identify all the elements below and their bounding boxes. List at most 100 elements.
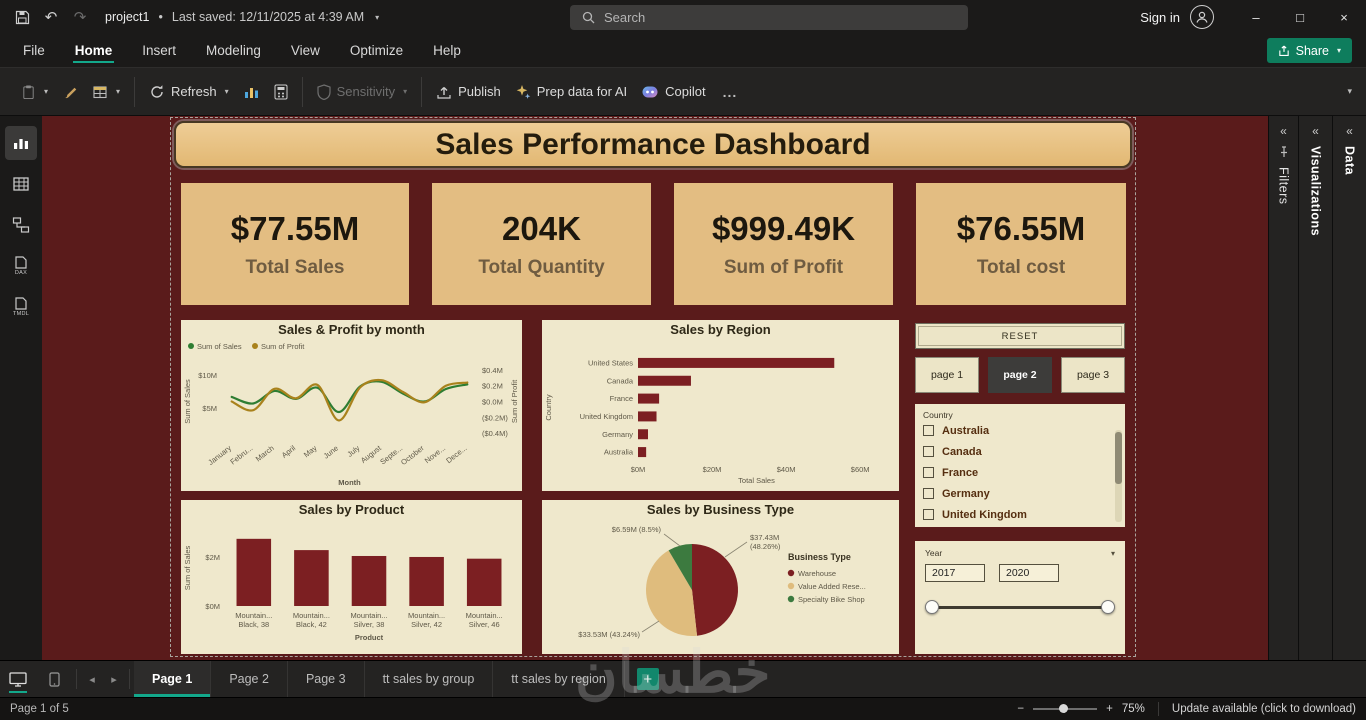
account-avatar-icon[interactable]	[1190, 5, 1214, 29]
new-visual-button[interactable]	[236, 78, 267, 106]
checkbox-icon[interactable]	[923, 509, 934, 520]
filters-panel-title[interactable]: Filters	[1276, 167, 1291, 205]
page-2-button[interactable]: page 2	[988, 357, 1052, 393]
ribbon-collapse-chevron-icon[interactable]: ▾	[1347, 86, 1352, 96]
year-slicer[interactable]: Year ▾ 2017 2020	[915, 541, 1125, 654]
sales-by-product-bar-chart[interactable]: Sales by Product Mountain... Black, 38 Moun…	[181, 500, 522, 654]
country-option-france[interactable]: France	[923, 462, 1117, 483]
project-name[interactable]: project1	[105, 10, 150, 24]
checkbox-icon[interactable]	[923, 488, 934, 499]
country-option-germany[interactable]: Germany	[923, 483, 1117, 504]
year-from-input[interactable]: 2017	[925, 564, 985, 582]
pin-icon[interactable]	[1279, 146, 1289, 158]
reset-button[interactable]: RESET	[915, 323, 1125, 349]
maximize-button[interactable]: □	[1296, 9, 1304, 25]
zoom-out-button[interactable]: −	[1017, 703, 1025, 715]
slider-track[interactable]	[927, 606, 1113, 609]
format-painter-button[interactable]	[55, 78, 85, 106]
country-option-canada[interactable]: Canada	[923, 441, 1117, 462]
tmdl-view-button[interactable]: TMDL	[5, 290, 37, 324]
year-to-input[interactable]: 2020	[999, 564, 1059, 582]
zoom-in-button[interactable]: +	[1106, 703, 1113, 715]
report-canvas[interactable]: Sales Performance Dashboard $77.55M Tota…	[42, 116, 1268, 660]
copilot-button[interactable]: Copilot	[634, 78, 712, 106]
checkbox-icon[interactable]	[923, 467, 934, 478]
model-view-button[interactable]	[5, 208, 37, 242]
country-scrollbar-thumb[interactable]	[1115, 432, 1122, 484]
dashboard-title-visual[interactable]: Sales Performance Dashboard	[174, 121, 1132, 168]
kpi-card-total-sales[interactable]: $77.55M Total Sales	[181, 183, 409, 305]
paste-button[interactable]: ▾	[14, 78, 55, 106]
menu-file[interactable]: File	[23, 43, 45, 58]
visualizations-panel-collapsed[interactable]: « Visualizations	[1298, 116, 1332, 660]
filters-panel-collapsed[interactable]: « Filters	[1268, 116, 1298, 660]
new-page-button[interactable]: +	[636, 668, 659, 690]
svg-text:April: April	[280, 443, 298, 460]
data-panel-title[interactable]: Data	[1342, 146, 1357, 176]
checkbox-icon[interactable]	[923, 446, 934, 457]
checkbox-icon[interactable]	[923, 425, 934, 436]
undo-icon[interactable]: ↶	[44, 9, 58, 26]
menu-view[interactable]: View	[290, 43, 320, 58]
close-button[interactable]: ×	[1340, 9, 1348, 25]
country-option-united-kingdom[interactable]: United Kingdom	[923, 504, 1117, 525]
country-scrollbar[interactable]	[1115, 430, 1122, 522]
zoom-percentage[interactable]: 75%	[1121, 703, 1145, 715]
slider-handle-left[interactable]	[925, 600, 939, 614]
menu-help[interactable]: Help	[433, 43, 461, 58]
menu-home[interactable]: Home	[60, 34, 128, 67]
expand-filters-icon[interactable]: «	[1280, 124, 1287, 138]
page-1-button[interactable]: page 1	[915, 357, 979, 393]
get-data-button[interactable]: ▾	[85, 78, 127, 106]
prep-data-for-ai-button[interactable]: Prep data for AI	[508, 78, 634, 106]
save-icon[interactable]	[12, 7, 32, 27]
menu-optimize[interactable]: Optimize	[349, 43, 404, 58]
sign-in-button[interactable]: Sign in	[1140, 9, 1180, 25]
kpi-card-sum-of-profit[interactable]: $999.49K Sum of Profit	[674, 183, 893, 305]
publish-button[interactable]: Publish	[429, 78, 508, 106]
data-panel-collapsed[interactable]: « Data	[1332, 116, 1366, 660]
new-measure-button[interactable]	[267, 78, 295, 106]
search-input[interactable]: Search	[570, 5, 968, 30]
share-button[interactable]: Share ▾	[1266, 38, 1352, 63]
sales-profit-by-month-line-chart[interactable]: Sales & Profit by month Sum of Sales Sum o…	[181, 320, 522, 491]
desktop-layout-button[interactable]	[0, 661, 36, 697]
tab-tt-sales-by-region[interactable]: tt sales by region	[493, 661, 625, 697]
kpi-card-total-quantity[interactable]: 204K Total Quantity	[432, 183, 651, 305]
visualizations-panel-title[interactable]: Visualizations	[1308, 146, 1323, 237]
redo-icon[interactable]: ↷	[73, 9, 87, 26]
zoom-slider-thumb[interactable]	[1059, 704, 1069, 713]
refresh-button[interactable]: Refresh ▾	[142, 78, 236, 106]
menu-modeling[interactable]: Modeling	[206, 43, 261, 58]
page-3-button[interactable]: page 3	[1061, 357, 1125, 393]
tab-tt-sales-by-group[interactable]: tt sales by group	[365, 661, 494, 697]
tab-page-2[interactable]: Page 2	[211, 661, 288, 697]
svg-text:(48.26%): (48.26%)	[750, 542, 781, 551]
minimize-button[interactable]: –	[1252, 9, 1260, 25]
year-slicer-chevron-icon[interactable]: ▾	[1110, 548, 1115, 558]
dax-query-view-button[interactable]: DAX	[5, 249, 37, 283]
tab-page-3[interactable]: Page 3	[288, 661, 365, 697]
table-view-button[interactable]	[5, 167, 37, 201]
kpi-card-total-cost[interactable]: $76.55M Total cost	[916, 183, 1126, 305]
expand-visualizations-icon[interactable]: «	[1312, 124, 1319, 138]
expand-data-icon[interactable]: «	[1346, 124, 1353, 138]
menu-insert[interactable]: Insert	[142, 43, 177, 58]
country-option-label: France	[942, 466, 979, 479]
previous-page-arrow[interactable]: ◂	[89, 673, 95, 686]
country-slicer[interactable]: Country Australia Canada France	[915, 404, 1125, 527]
country-option-australia[interactable]: Australia	[923, 420, 1117, 441]
report-view-button[interactable]	[5, 126, 37, 160]
ribbon-more-button[interactable]: ...	[722, 83, 738, 100]
report-page[interactable]: Sales Performance Dashboard $77.55M Tota…	[170, 117, 1136, 657]
save-status-chevron-icon[interactable]: ▾	[375, 12, 380, 22]
tab-page-1[interactable]: Page 1	[134, 661, 212, 697]
year-range-slider[interactable]	[925, 600, 1115, 614]
zoom-slider[interactable]	[1033, 704, 1098, 713]
slider-handle-right[interactable]	[1101, 600, 1115, 614]
next-page-arrow[interactable]: ▸	[111, 673, 117, 686]
sales-by-region-bar-chart[interactable]: Sales by Region United States Canada France…	[542, 320, 899, 491]
sales-by-business-type-pie-chart[interactable]: Sales by Business Type $37.43M (48.26%) $6.…	[542, 500, 899, 654]
mobile-layout-button[interactable]	[36, 661, 72, 697]
update-available-link[interactable]: Update available (click to download)	[1171, 703, 1356, 715]
